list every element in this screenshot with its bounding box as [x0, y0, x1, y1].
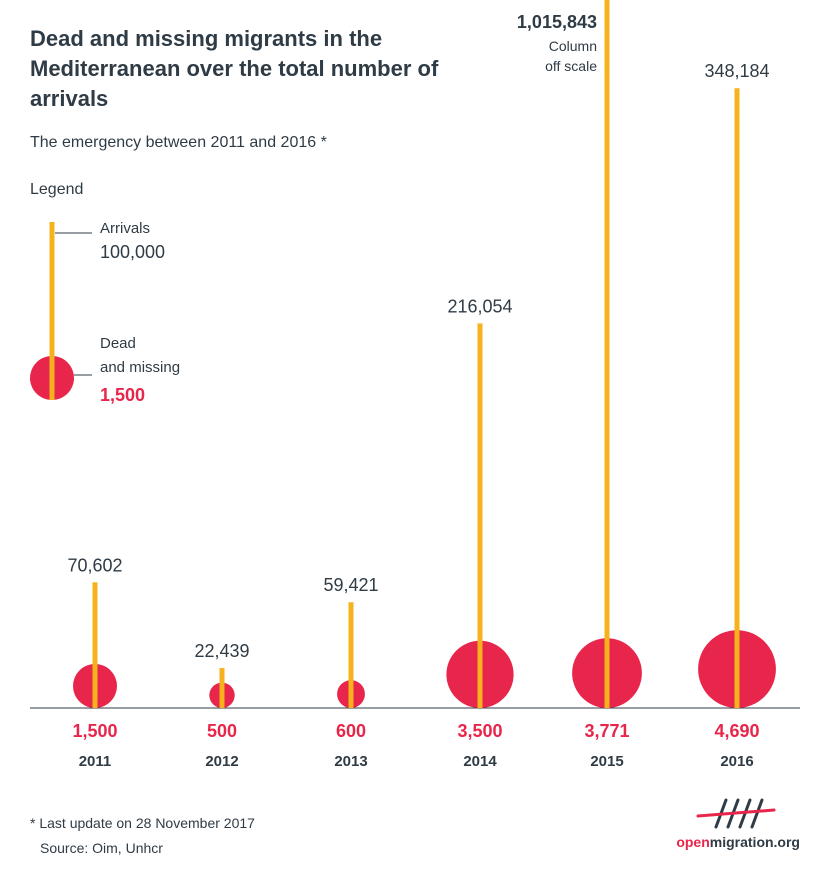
arrivals-bar-2012 [219, 668, 225, 708]
year-label-2012: 2012 [205, 753, 238, 770]
legend-arrivals-label: Arrivals [100, 220, 151, 237]
logo-open: open [676, 834, 710, 850]
legend-arrivals-bar [49, 222, 55, 400]
legend-marks [30, 222, 92, 400]
arrivals-bar-2014 [477, 323, 483, 708]
legend-heading: Legend [30, 181, 84, 198]
legend-dead-label-line2: and missing [100, 359, 181, 376]
chart-subtitle: The emergency between 2011 and 2016 * [30, 134, 327, 151]
year-label-2014: 2014 [463, 753, 497, 770]
arrivals-label-2016: 348,184 [704, 61, 769, 81]
off-scale-note-line1: Column [549, 38, 597, 54]
dead-label-2015: 3,771 [584, 721, 629, 741]
arrivals-bar-2016 [734, 88, 740, 708]
legend-dead-value: 1,500 [100, 385, 146, 405]
arrivals-bar-2013 [348, 602, 354, 708]
year-label-2015: 2015 [590, 753, 623, 770]
off-scale-note-line2: off scale [545, 58, 597, 74]
dead-label-2012: 500 [207, 721, 237, 741]
year-label-2016: 2016 [720, 753, 753, 770]
arrivals-label-2011: 70,602 [67, 555, 122, 575]
dead-label-2013: 600 [336, 721, 366, 741]
arrivals-label-2014: 216,054 [447, 296, 512, 316]
year-label-2011: 2011 [79, 753, 112, 770]
source-note: Source: Oim, Unhcr [40, 840, 163, 856]
openmigration-logo-text[interactable]: openmigration.org [676, 834, 800, 850]
arrivals-bar-2011 [92, 582, 98, 708]
openmigration-logo-icon [696, 798, 776, 829]
legend-dead-label: Dead and missing [100, 332, 240, 380]
chart-title: Dead and missing migrants in the Mediter… [30, 26, 439, 111]
footnote: * Last update on 28 November 2017 [30, 815, 255, 831]
dead-label-2016: 4,690 [714, 721, 759, 741]
year-label-2013: 2013 [334, 753, 367, 770]
arrivals-label-2015: 1,015,843 [517, 12, 597, 32]
dead-label-2011: 1,500 [72, 721, 117, 741]
dead-label-2014: 3,500 [457, 721, 502, 741]
plot-area: 70,602 1,500 2011 22,439 500 2012 59,421 600 201… [30, 0, 800, 770]
legend-dead-label-line1: Dead [100, 335, 136, 352]
arrivals-label-2013: 59,421 [323, 575, 378, 595]
arrivals-bar-2015 [604, 0, 610, 708]
legend-arrivals-value: 100,000 [100, 242, 166, 262]
arrivals-label-2012: 22,439 [194, 641, 249, 661]
logo-rest: migration.org [709, 834, 800, 850]
